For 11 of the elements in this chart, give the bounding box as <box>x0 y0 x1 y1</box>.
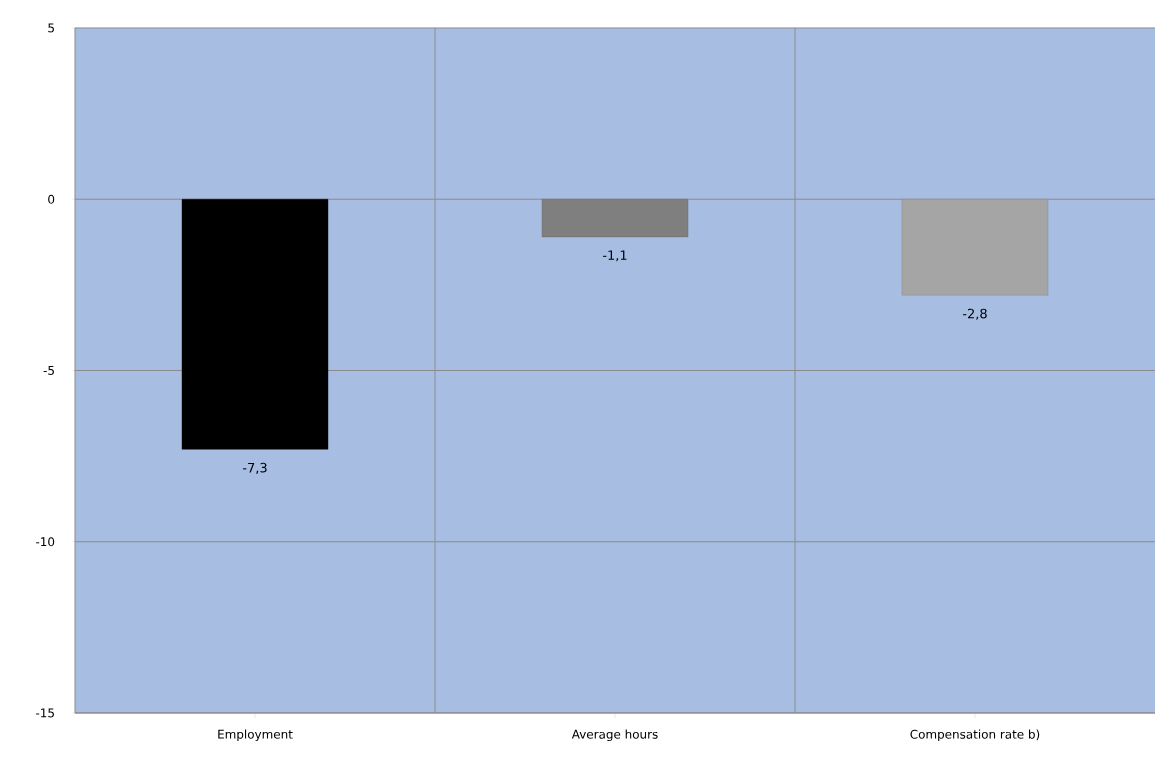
x-tick-label: Employment <box>218 729 293 742</box>
y-tick-label: 5 <box>48 23 54 33</box>
x-tick-label: Average hours <box>571 729 658 742</box>
y-tick-label: -15 <box>36 708 54 718</box>
y-tick-label: 0 <box>48 194 55 204</box>
y-tick-label: -5 <box>43 366 54 375</box>
data-label: -2,8 <box>962 308 987 320</box>
x-tick-label: Compensation rate b) <box>910 729 1040 742</box>
y-tick-label: -10 <box>36 537 55 547</box>
data-label: -1,1 <box>602 250 627 262</box>
data-label: -7,3 <box>243 462 267 474</box>
